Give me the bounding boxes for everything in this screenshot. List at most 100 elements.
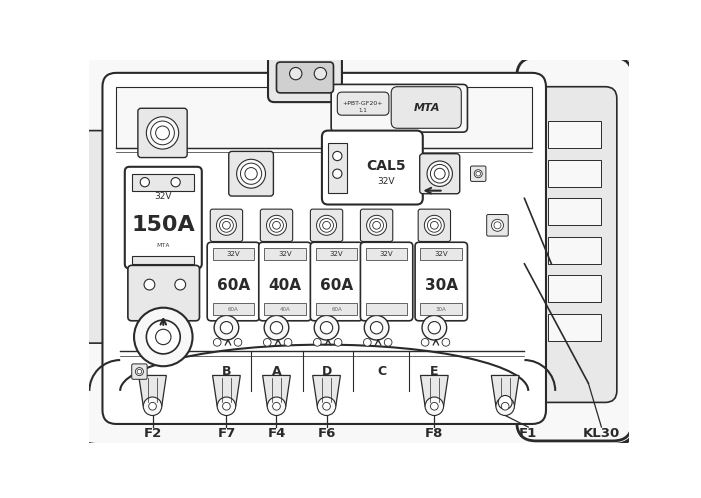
Text: CAL5: CAL5 — [366, 159, 406, 173]
Bar — [547, 160, 601, 187]
Text: 32V: 32V — [226, 251, 240, 257]
Text: 60A: 60A — [217, 278, 250, 293]
Circle shape — [494, 222, 501, 229]
Circle shape — [428, 219, 441, 232]
Text: F1: F1 — [519, 427, 538, 440]
Circle shape — [149, 402, 156, 410]
FancyBboxPatch shape — [470, 166, 486, 181]
FancyBboxPatch shape — [207, 242, 259, 321]
Circle shape — [240, 163, 261, 184]
Circle shape — [320, 219, 334, 232]
Circle shape — [273, 402, 280, 410]
FancyBboxPatch shape — [486, 215, 508, 236]
Bar — [315, 248, 358, 260]
Circle shape — [245, 167, 257, 180]
Circle shape — [237, 159, 266, 188]
FancyBboxPatch shape — [322, 130, 423, 205]
FancyBboxPatch shape — [102, 73, 546, 424]
Polygon shape — [491, 375, 519, 406]
Text: F8: F8 — [425, 427, 444, 440]
Text: 32V: 32V — [435, 251, 448, 257]
Bar — [421, 248, 462, 260]
Circle shape — [147, 320, 180, 354]
Circle shape — [171, 178, 180, 187]
Text: E: E — [430, 365, 439, 378]
Circle shape — [217, 397, 236, 415]
Text: F6: F6 — [318, 427, 336, 440]
Text: 60A: 60A — [331, 307, 342, 312]
Circle shape — [137, 370, 142, 374]
FancyBboxPatch shape — [83, 130, 115, 343]
Text: F4: F4 — [267, 427, 286, 440]
Circle shape — [333, 169, 342, 178]
Bar — [366, 303, 407, 315]
Circle shape — [491, 219, 503, 231]
Circle shape — [334, 339, 342, 346]
Circle shape — [234, 339, 242, 346]
Circle shape — [435, 168, 445, 179]
FancyBboxPatch shape — [331, 84, 468, 132]
Text: 30A: 30A — [436, 307, 447, 312]
Circle shape — [143, 397, 162, 415]
Text: 40A: 40A — [280, 307, 290, 312]
Circle shape — [264, 339, 271, 346]
Text: KL30: KL30 — [583, 427, 620, 440]
FancyBboxPatch shape — [128, 265, 200, 321]
Circle shape — [222, 222, 231, 229]
Text: F7: F7 — [217, 427, 236, 440]
Polygon shape — [313, 375, 341, 406]
Text: C: C — [377, 365, 386, 378]
FancyBboxPatch shape — [517, 57, 632, 441]
Polygon shape — [139, 375, 166, 406]
Circle shape — [264, 315, 289, 340]
FancyBboxPatch shape — [311, 209, 343, 242]
Text: 1.1: 1.1 — [358, 108, 367, 113]
Circle shape — [442, 339, 450, 346]
Circle shape — [135, 368, 144, 375]
FancyBboxPatch shape — [391, 87, 461, 128]
Text: B: B — [222, 365, 231, 378]
FancyBboxPatch shape — [418, 209, 451, 242]
Circle shape — [421, 339, 429, 346]
Text: 32V: 32V — [278, 251, 292, 257]
Text: 30A: 30A — [425, 278, 458, 293]
Circle shape — [370, 322, 383, 334]
Text: A: A — [272, 365, 281, 378]
Circle shape — [476, 171, 481, 176]
Bar — [116, 87, 532, 148]
Circle shape — [428, 322, 440, 334]
Circle shape — [156, 126, 170, 140]
Circle shape — [427, 161, 452, 186]
Circle shape — [223, 402, 231, 410]
FancyBboxPatch shape — [74, 54, 636, 445]
Circle shape — [147, 117, 179, 149]
FancyBboxPatch shape — [532, 87, 617, 402]
Text: 32V: 32V — [154, 192, 172, 201]
Text: D: D — [322, 365, 332, 378]
Bar — [547, 198, 601, 225]
Text: 32V: 32V — [380, 251, 393, 257]
FancyBboxPatch shape — [276, 62, 334, 93]
Text: 150A: 150A — [131, 215, 195, 236]
Circle shape — [156, 329, 171, 345]
Bar — [264, 303, 306, 315]
Circle shape — [430, 164, 449, 183]
Text: MTA: MTA — [414, 103, 440, 113]
Circle shape — [220, 322, 233, 334]
Bar — [132, 256, 194, 264]
Circle shape — [140, 178, 149, 187]
FancyBboxPatch shape — [229, 151, 273, 196]
Circle shape — [322, 222, 330, 229]
Text: 60A: 60A — [228, 307, 239, 312]
Circle shape — [474, 170, 482, 178]
Circle shape — [365, 315, 389, 340]
Circle shape — [320, 322, 333, 334]
Text: +PBT-GF20+: +PBT-GF20+ — [343, 101, 383, 106]
Text: 40A: 40A — [268, 278, 301, 293]
Circle shape — [271, 322, 283, 334]
Circle shape — [214, 315, 239, 340]
Circle shape — [313, 339, 321, 346]
Circle shape — [430, 222, 438, 229]
Bar — [421, 303, 462, 315]
Text: 60A: 60A — [320, 278, 353, 293]
